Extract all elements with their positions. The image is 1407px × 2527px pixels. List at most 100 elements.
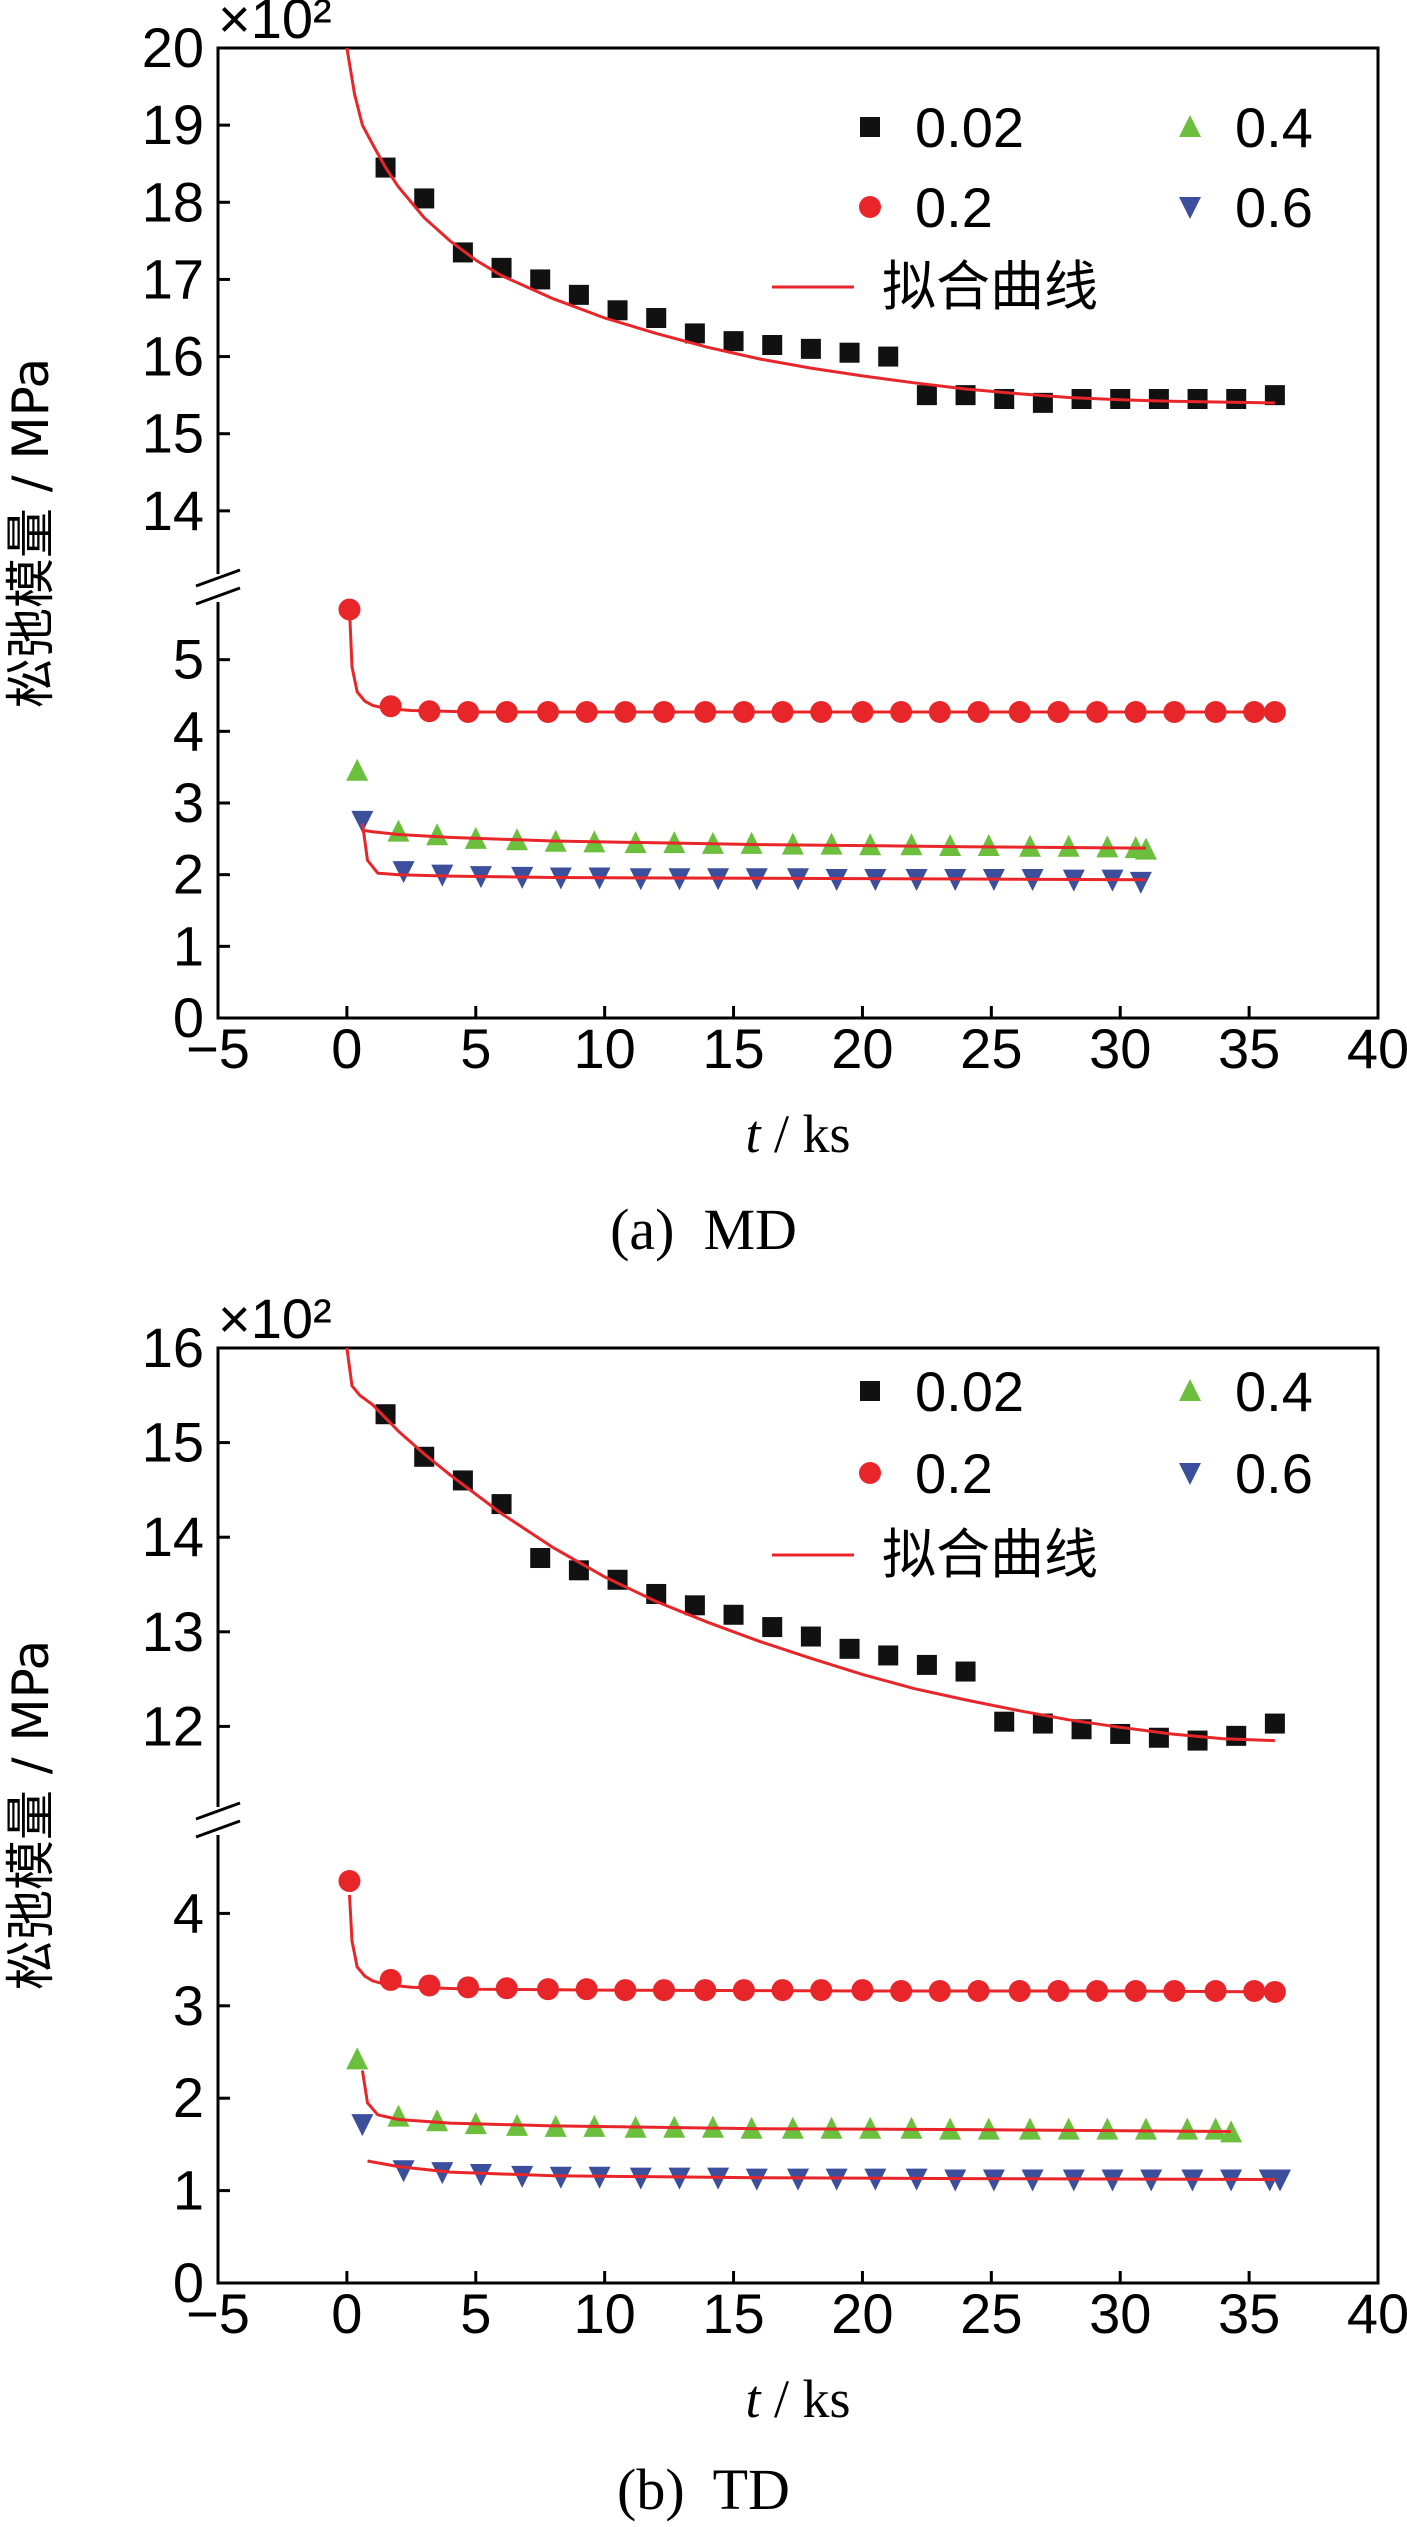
- data-point: [787, 2168, 809, 2191]
- data-point: [414, 188, 435, 209]
- series-0.02: [375, 1404, 1285, 1751]
- x-tick-label: 10: [574, 1017, 636, 1080]
- x-tick-label: 35: [1218, 2282, 1280, 2345]
- data-point: [955, 1661, 976, 1682]
- legend-marker: [1179, 115, 1201, 137]
- data-point: [1057, 834, 1080, 857]
- data-point: [668, 2167, 691, 2190]
- fit-curve-0.2: [348, 1894, 1275, 1994]
- y-tick-label: 18: [142, 170, 204, 233]
- legend-marker: [1179, 197, 1201, 219]
- data-point: [392, 861, 415, 884]
- axis-break-line: [195, 1801, 241, 1821]
- x-tick-label: 15: [702, 2282, 764, 2345]
- series-0.6: [351, 2114, 1292, 2192]
- data-point: [1135, 2117, 1157, 2140]
- y-tick-label: 17: [142, 247, 204, 310]
- fit-curve-0.4: [360, 2070, 1232, 2133]
- plot-frame: [216, 1346, 1380, 2285]
- series-0.2: [338, 598, 1286, 723]
- y-tick-label: 16: [142, 325, 204, 388]
- legend-label: 0.02: [915, 96, 1024, 159]
- y-tick-label: 2: [173, 843, 204, 906]
- data-point: [414, 1446, 435, 1467]
- y-tick-label: 12: [142, 1694, 204, 1757]
- y-tick-label: 13: [142, 1600, 204, 1663]
- data-point: [338, 598, 361, 621]
- data-point: [916, 1654, 937, 1675]
- data-point: [338, 1870, 361, 1893]
- y-axis-label: 松弛模量 / MPa: [2, 1640, 60, 1990]
- data-point: [839, 342, 860, 363]
- y-tick-label: 4: [173, 1881, 204, 1944]
- legend-label: 拟合曲线: [882, 1523, 1098, 1586]
- data-point: [723, 331, 744, 352]
- x-tick-label: 40: [1347, 2282, 1407, 2345]
- data-point: [1264, 1713, 1285, 1734]
- x-axis-label: t / ks: [745, 2369, 850, 2429]
- y-tick-label: 5: [173, 628, 204, 691]
- data-point: [1135, 837, 1157, 860]
- data-point: [1176, 2117, 1199, 2140]
- data-point: [916, 385, 937, 406]
- data-point: [878, 1645, 899, 1666]
- fit-curve-0.6: [367, 2159, 1275, 2181]
- data-point: [1204, 2117, 1227, 2140]
- fit-curve-0.2: [348, 609, 1275, 714]
- legend-marker: [1179, 1463, 1201, 1485]
- data-point: [1062, 2169, 1085, 2192]
- series-0.02: [375, 157, 1285, 413]
- data-point: [375, 1404, 396, 1425]
- axis-break: [195, 568, 241, 606]
- y-tick-label: 16: [142, 1316, 204, 1379]
- legend: 0.02 0.4 0.2 0.6 拟合曲线: [772, 1360, 1313, 1586]
- data-point: [351, 2114, 374, 2137]
- data-point: [629, 2167, 652, 2190]
- data-point: [1264, 385, 1285, 406]
- data-point: [491, 1494, 512, 1515]
- data-point: [745, 2168, 768, 2191]
- data-point: [568, 284, 589, 305]
- data-point: [1057, 2117, 1080, 2140]
- y-axis: 0 1 2 3 4 5 14 15 16 17 18 19 20: [142, 16, 230, 1049]
- data-point: [1032, 392, 1053, 413]
- y-tick-label: 14: [142, 1505, 204, 1568]
- data-point: [1021, 2169, 1044, 2192]
- data-point: [511, 2165, 534, 2188]
- y-tick-label: 3: [173, 1974, 204, 2037]
- x-tick-label: 30: [1089, 2282, 1151, 2345]
- legend: 0.02 0.4 0.2 0.6 拟合曲线: [772, 96, 1313, 318]
- x-tick-label: 25: [960, 2282, 1022, 2345]
- x-axis-label-unit: / ks: [760, 1104, 850, 1164]
- x-tick-label: −5: [186, 1017, 250, 1080]
- data-point: [379, 695, 402, 718]
- data-point: [426, 823, 449, 846]
- data-point: [346, 2047, 369, 2070]
- data-point: [346, 758, 369, 781]
- fit-curve-0.02: [345, 48, 1275, 405]
- data-point: [426, 2109, 449, 2132]
- x-tick-label: 5: [460, 1017, 491, 1080]
- data-point: [549, 2166, 572, 2189]
- data-point: [469, 2163, 492, 2186]
- data-point: [800, 338, 821, 359]
- legend-label: 0.6: [1235, 176, 1313, 239]
- data-point: [740, 831, 763, 854]
- data-point: [530, 269, 551, 290]
- series-0.4: [346, 2047, 1243, 2143]
- data-point: [392, 2160, 415, 2183]
- fit-curve-0.4: [362, 828, 1147, 850]
- data-point: [1096, 2117, 1119, 2140]
- data-point: [825, 2168, 848, 2191]
- data-point: [607, 300, 628, 321]
- data-point: [994, 1711, 1015, 1732]
- data-point: [878, 346, 899, 367]
- data-point: [762, 1617, 783, 1638]
- y-tick-label: 14: [142, 479, 204, 542]
- x-tick-label: 0: [331, 1017, 362, 1080]
- x-tick-label: 35: [1218, 1017, 1280, 1080]
- x-axis-label-symbol: t: [745, 2369, 762, 2429]
